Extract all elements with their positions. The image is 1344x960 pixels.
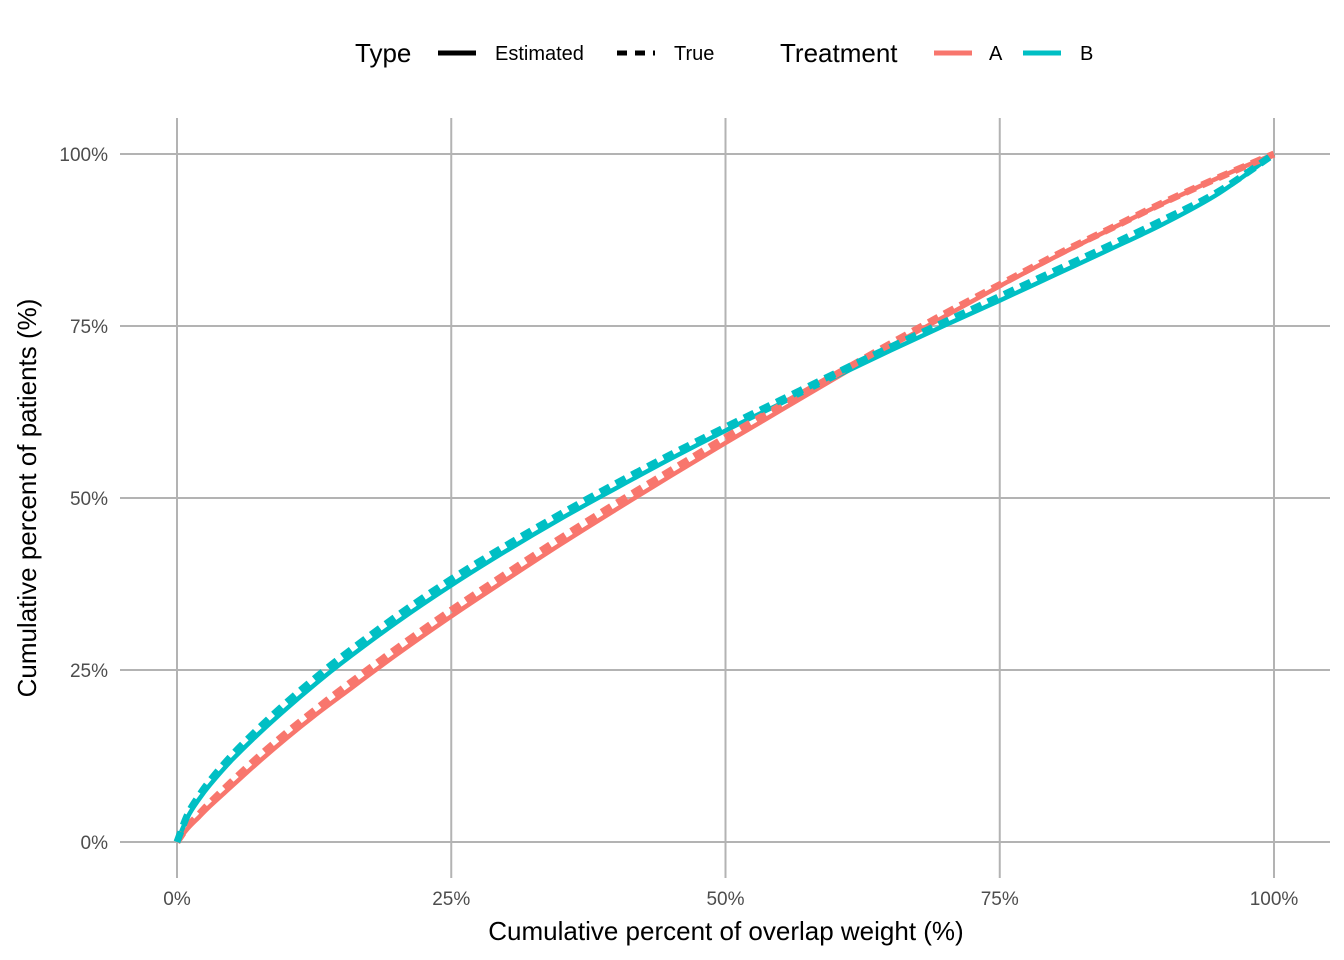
y-tick-label-25pct: 25% [70,661,108,682]
series-lines [173,150,1276,844]
y-tick-label-75pct: 75% [70,317,108,338]
legend: Type Estimated True Treatment A B [355,38,1093,68]
y-axis-ticks: 0% 25% 50% 75% 100% [59,145,108,854]
legend-label-a: A [989,43,1003,65]
y-axis-title: Cumulative percent of patients (%) [12,299,42,698]
series-line-b-estimated [174,152,1276,843]
y-tick-label-50pct: 50% [70,489,108,510]
legend-label-b: B [1080,43,1093,65]
x-tick-label-0pct: 0% [163,889,191,910]
x-tick-label-75pct: 75% [981,889,1019,910]
series-line-b-true [173,151,1276,844]
x-axis-ticks: 0% 25% 50% 75% 100% [163,889,1298,910]
y-tick-label-100pct: 100% [59,145,108,166]
legend-title-treatment: Treatment [780,38,898,68]
legend-title-type: Type [355,38,411,68]
series-line-a-true [174,150,1276,844]
legend-label-true: True [674,43,714,65]
y-gridlines [120,153,1330,843]
x-tick-label-25pct: 25% [432,889,470,910]
legend-label-estimated: Estimated [495,43,584,65]
y-tick-label-0pct: 0% [81,833,109,854]
x-tick-label-100pct: 100% [1250,889,1299,910]
x-axis-title: Cumulative percent of overlap weight (%) [488,916,963,946]
x-tick-label-50pct: 50% [706,889,744,910]
